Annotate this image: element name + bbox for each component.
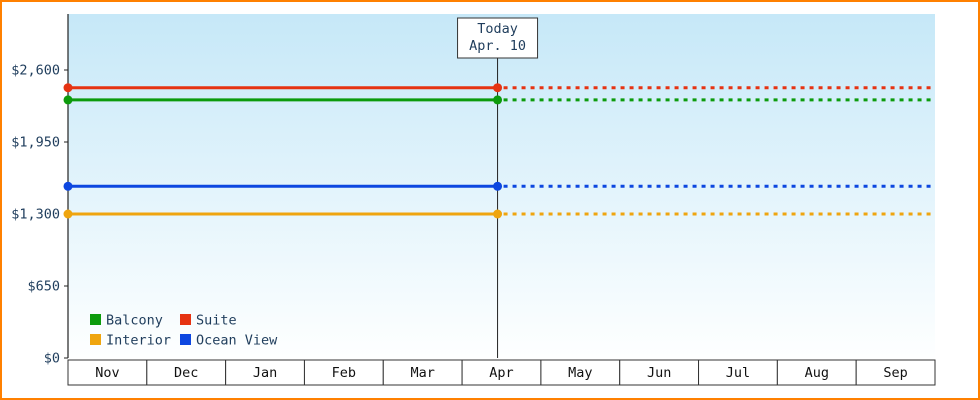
price-marker-start-suite	[63, 83, 73, 93]
month-label-sep: Sep	[883, 365, 907, 381]
price-marker-today-suite	[493, 83, 503, 93]
month-cell-apr	[461, 359, 542, 386]
month-label-may: May	[568, 365, 592, 381]
legend-label-balcony: Balcony	[106, 313, 163, 329]
month-cell-sep	[855, 359, 936, 386]
y-tick-label: $650	[27, 279, 60, 295]
month-label-apr: Apr	[489, 365, 513, 381]
legend-swatch-interior	[90, 334, 101, 345]
y-tick-label: $1,950	[11, 135, 60, 151]
legend-label-interior: Interior	[106, 333, 171, 349]
month-label-feb: Feb	[332, 365, 356, 381]
y-tick-label: $2,600	[11, 63, 60, 79]
price-marker-start-balcony	[63, 95, 73, 105]
month-label-aug: Aug	[805, 365, 829, 381]
today-title: Today	[477, 21, 518, 37]
y-tick-label: $0	[44, 351, 60, 367]
price-marker-start-ocean-view	[63, 181, 73, 191]
month-cell-jul	[698, 359, 778, 386]
price-marker-today-ocean-view	[493, 181, 503, 191]
month-label-jan: Jan	[253, 365, 277, 381]
today-date: Apr. 10	[469, 38, 526, 54]
month-label-nov: Nov	[95, 365, 119, 381]
month-cell-aug	[776, 359, 857, 386]
month-label-mar: Mar	[410, 365, 434, 381]
month-cell-may	[540, 359, 621, 386]
month-label-jun: Jun	[647, 365, 671, 381]
today-box	[457, 17, 539, 59]
price-marker-today-balcony	[493, 95, 503, 105]
price-marker-today-interior	[493, 209, 503, 219]
price-marker-start-interior	[63, 209, 73, 219]
month-label-jul: Jul	[726, 365, 750, 381]
legend-swatch-ocean-view	[180, 334, 191, 345]
legend-swatch-suite	[180, 314, 191, 325]
month-cell-mar	[382, 359, 463, 386]
legend-label-ocean-view: Ocean View	[196, 333, 278, 349]
y-tick-label: $1,300	[11, 207, 60, 223]
legend-swatch-balcony	[90, 314, 101, 325]
month-label-dec: Dec	[174, 365, 198, 381]
legend-label-suite: Suite	[196, 313, 237, 329]
